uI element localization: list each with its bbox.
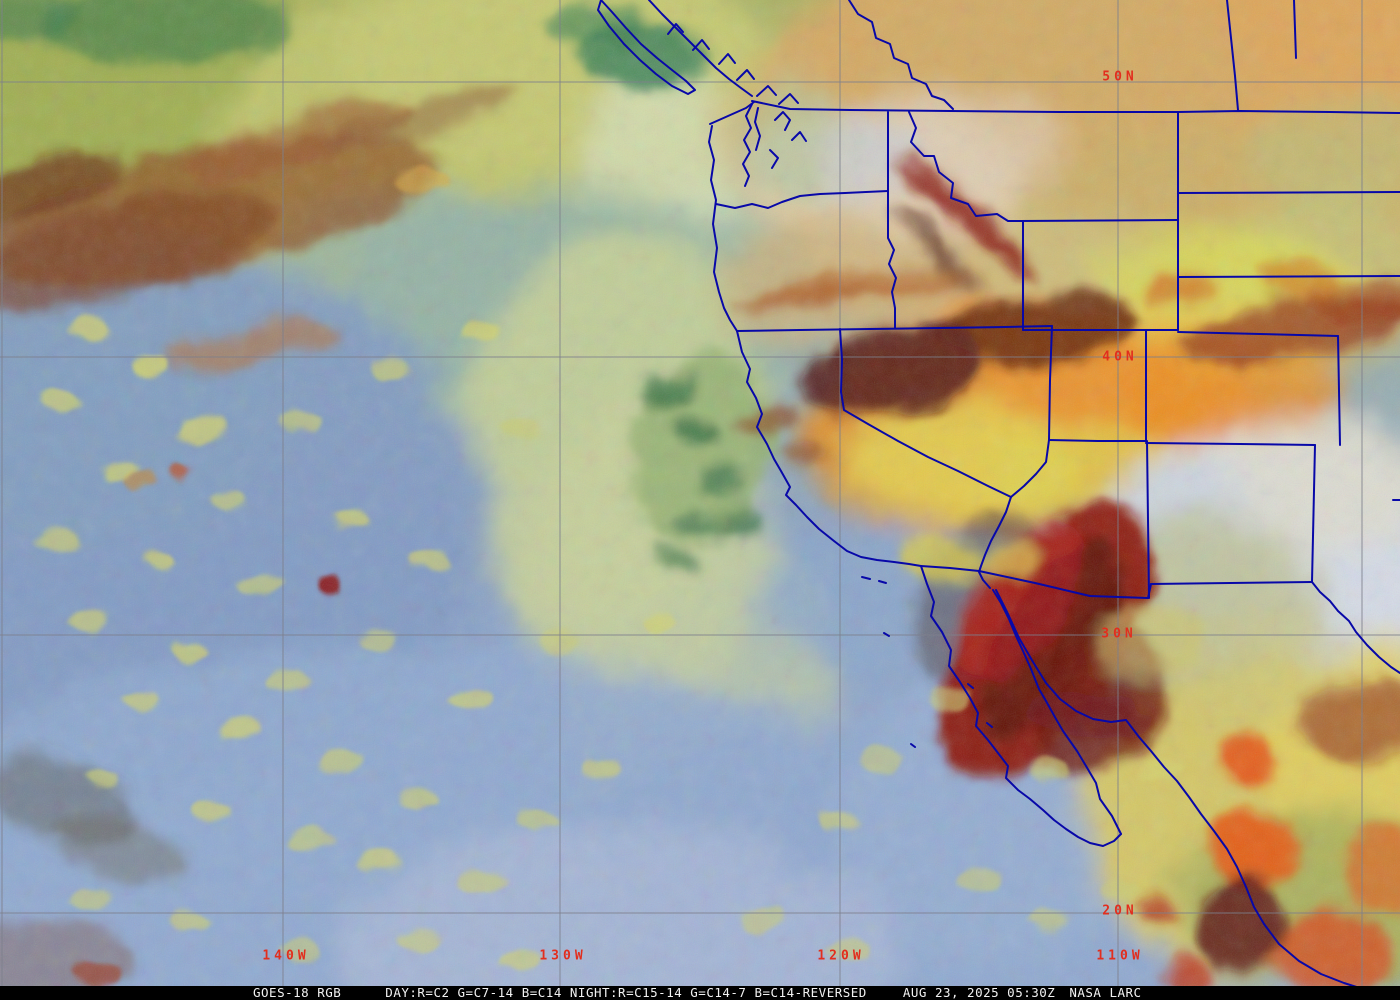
grid-label-50n: 50N xyxy=(1102,69,1138,85)
grid-label-20n: 20N xyxy=(1102,903,1138,919)
caption-credit: NASA LARC xyxy=(1069,985,1142,1000)
caption-bar: GOES-18 RGB DAY:R=C2 G=C7-14 B=C14 NIGHT… xyxy=(0,986,1400,1000)
caption-channel-recipe: DAY:R=C2 G=C7-14 B=C14 NIGHT:R=C15-14 G=… xyxy=(385,985,867,1000)
grid-label-110w: 110W xyxy=(1096,948,1144,964)
grid-label-30n: 30N xyxy=(1101,626,1137,642)
caption-timestamp: AUG 23, 2025 05:30Z xyxy=(902,985,1056,1000)
grid-label-130w: 130W xyxy=(539,948,587,964)
grid-label-40n: 40N xyxy=(1102,349,1138,365)
grid-label-120w: 120W xyxy=(817,948,865,964)
grid-label-140w: 140W xyxy=(262,948,310,964)
caption-product: GOES-18 RGB xyxy=(253,985,342,1000)
